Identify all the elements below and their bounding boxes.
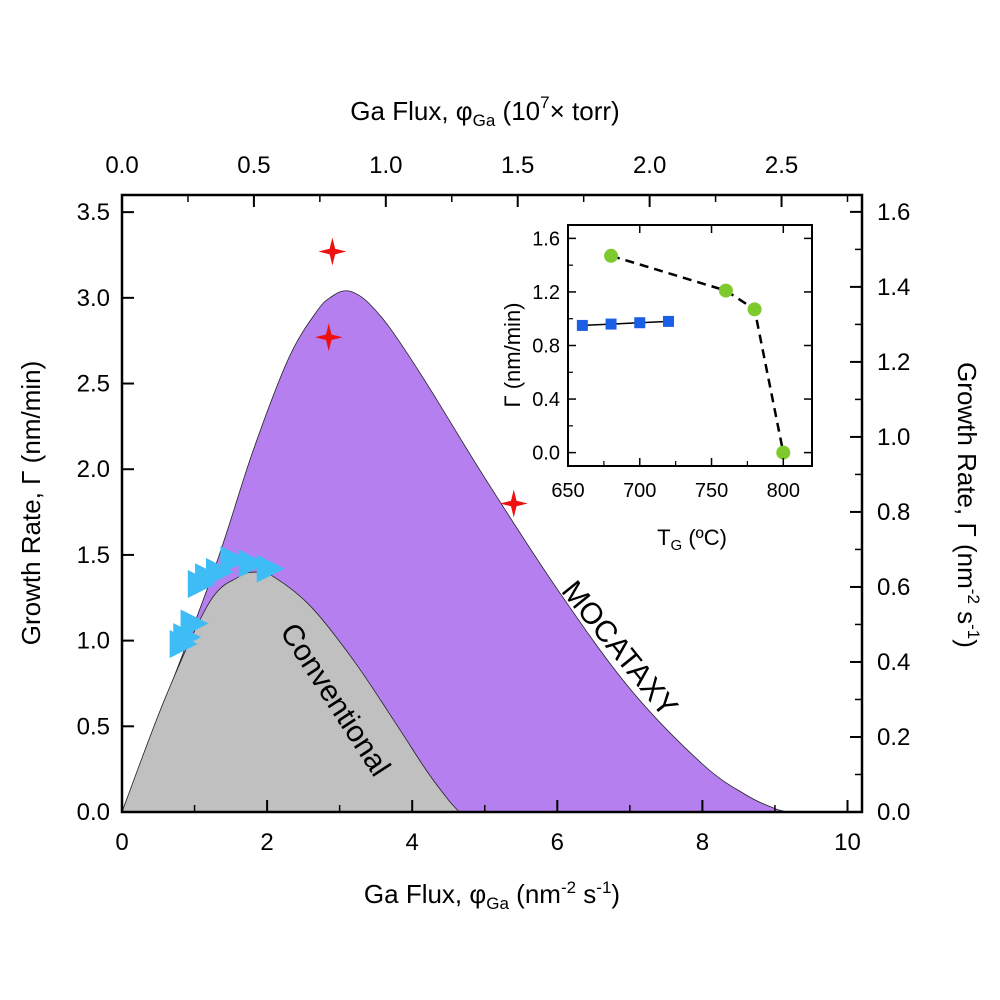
star-marker bbox=[499, 489, 528, 518]
inset-y-tick-label: 0.4 bbox=[532, 389, 560, 411]
y2-tick-label: 1.2 bbox=[877, 349, 910, 376]
inset-y-tick-label: 1.6 bbox=[532, 228, 560, 250]
inset-circle-marker bbox=[718, 283, 733, 298]
y2-tick-label: 0.0 bbox=[877, 799, 910, 826]
y2-tick-label: 0.4 bbox=[877, 649, 910, 676]
inset-y-axis-title: Γ (nm/min) bbox=[500, 302, 525, 407]
inset-series-line bbox=[610, 254, 785, 453]
inset-series-line bbox=[582, 320, 669, 327]
inset-circle-marker bbox=[747, 302, 762, 317]
y-axis-title: Growth Rate, Γ (nm/min) bbox=[16, 361, 46, 646]
inset-y-tick-label: 0.8 bbox=[532, 336, 560, 358]
x-tick-label: 10 bbox=[834, 829, 861, 856]
inset-square-marker bbox=[662, 315, 674, 327]
inset-x-tick-label: 750 bbox=[695, 480, 728, 502]
inset-background bbox=[568, 225, 812, 466]
x-tick-label: 2 bbox=[260, 829, 273, 856]
x-tick-label: 0 bbox=[115, 829, 128, 856]
y2-axis-title: Growth Rate, Γ (nm-2 s-1) bbox=[952, 362, 983, 648]
y-tick-label: 1.5 bbox=[77, 542, 110, 569]
inset-circle-marker bbox=[776, 445, 791, 460]
y2-tick-label: 0.2 bbox=[877, 724, 910, 751]
inset-square-marker bbox=[634, 317, 646, 329]
y-tick-label: 2.5 bbox=[77, 371, 110, 398]
x-tick-label: 4 bbox=[406, 829, 419, 856]
triangle-marker bbox=[238, 549, 267, 578]
y-tick-label: 2.0 bbox=[77, 456, 110, 483]
inset-x-tick-label: 650 bbox=[551, 480, 584, 502]
x2-tick-label: 2.0 bbox=[633, 152, 666, 179]
triangle-marker bbox=[180, 609, 209, 638]
triangle-marker bbox=[256, 554, 285, 583]
inset-x-tick-label: 700 bbox=[623, 480, 656, 502]
x-tick-label: 8 bbox=[696, 829, 709, 856]
y-tick-label: 0.0 bbox=[77, 799, 110, 826]
x-tick-label: 6 bbox=[551, 829, 564, 856]
y2-tick-label: 1.4 bbox=[877, 274, 910, 301]
x2-tick-label: 0.0 bbox=[105, 152, 138, 179]
x2-tick-label: 1.0 bbox=[369, 152, 402, 179]
y-tick-label: 0.5 bbox=[77, 713, 110, 740]
inset-circle-marker bbox=[604, 248, 619, 263]
x-axis-title: Ga Flux, φGa (nm-2 s-1) bbox=[364, 878, 620, 913]
x2-tick-label: 2.5 bbox=[765, 152, 798, 179]
x2-tick-label: 0.5 bbox=[237, 152, 270, 179]
star-marker bbox=[318, 237, 347, 266]
triangle-marker bbox=[220, 546, 249, 575]
y2-tick-label: 1.0 bbox=[877, 424, 910, 451]
inset-x-axis-title: TG (ºC) bbox=[657, 525, 727, 554]
inset-y-tick-label: 1.2 bbox=[532, 282, 560, 304]
y-tick-label: 3.5 bbox=[77, 199, 110, 226]
triangle-marker bbox=[205, 558, 234, 587]
x2-axis-title: Ga Flux, φGa (107× torr) bbox=[350, 93, 619, 130]
y2-tick-label: 0.8 bbox=[877, 499, 910, 526]
y2-tick-label: 0.6 bbox=[877, 574, 910, 601]
inset-x-tick-label: 800 bbox=[767, 480, 800, 502]
star-marker bbox=[314, 323, 343, 352]
triangle-marker bbox=[173, 623, 202, 652]
inset-square-marker bbox=[576, 319, 588, 331]
x2-tick-label: 1.5 bbox=[501, 152, 534, 179]
inset-square-marker bbox=[605, 318, 617, 330]
plot-frame bbox=[120, 193, 864, 814]
inset-plot: 650 700 750 800 0.0 0.4 0.8 1.2 1.6 TG (ºC) Γ (nm/… bbox=[500, 224, 813, 554]
inset-y-tick-label: 0.0 bbox=[532, 443, 560, 465]
y-tick-label: 3.0 bbox=[77, 285, 110, 312]
y-tick-label: 1.0 bbox=[77, 628, 110, 655]
y2-tick-label: 1.6 bbox=[877, 199, 910, 226]
